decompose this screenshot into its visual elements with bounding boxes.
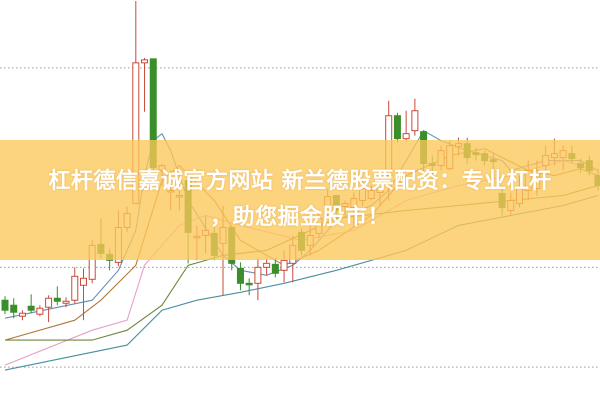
candle-body <box>10 304 18 313</box>
candle-body <box>393 115 401 140</box>
candle-body <box>280 259 288 271</box>
candle-body <box>71 275 79 301</box>
candle-body <box>245 282 253 286</box>
candle-body <box>53 297 61 302</box>
candle-body <box>27 305 35 311</box>
candle-body <box>36 307 44 315</box>
candle-body <box>402 133 410 140</box>
candle-body <box>411 110 419 132</box>
title-line-2: ，助您掘金股市！ <box>209 205 390 230</box>
candle-body <box>79 277 87 286</box>
candle-body <box>263 262 271 268</box>
candle-body <box>271 263 279 274</box>
candle-body <box>236 267 244 284</box>
candle-body <box>62 300 70 304</box>
candle-body <box>45 297 53 308</box>
candle-body <box>254 266 262 284</box>
candle-body <box>1 299 9 311</box>
title-banner: 杠杆德信嘉诚官方网站 新兰德股票配资：专业杠杆 ，助您掘金股市！ <box>0 140 600 260</box>
candle-body <box>18 312 26 317</box>
candle-body <box>141 59 149 64</box>
title-line-1: 杠杆德信嘉诚官方网站 新兰德股票配资：专业杠杆 <box>48 169 552 194</box>
